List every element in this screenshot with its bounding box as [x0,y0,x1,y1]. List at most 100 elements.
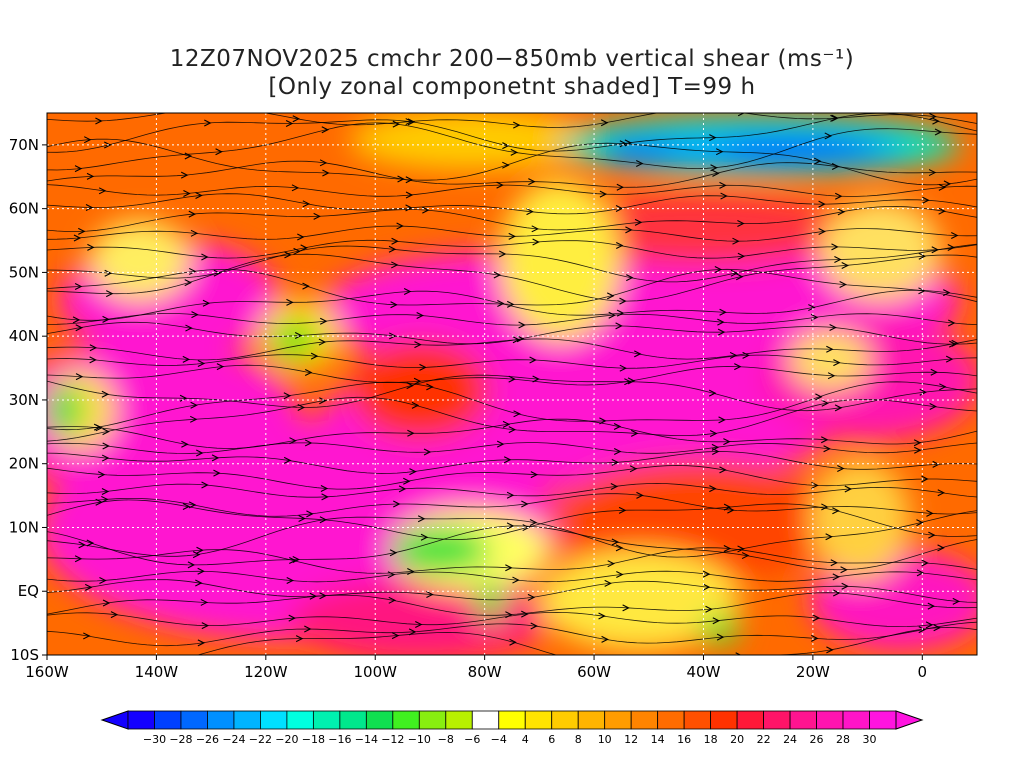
colorbar-label: −6 [464,733,480,746]
streamline-arrow [598,612,606,620]
streamline-arrow [187,561,196,569]
streamline-arrow [201,622,210,630]
streamline-arrow [102,428,110,436]
streamline-arrow [319,317,328,325]
streamline-arrow [321,126,330,134]
streamline-arrow [388,245,397,253]
streamline-arrow [181,440,189,448]
streamline-arrow [715,148,724,156]
colorbar-label: 4 [522,733,529,746]
colorbar-label: 26 [810,733,824,746]
streamline-arrow [389,549,398,557]
streamline-arrow [932,117,940,125]
streamline-arrow [502,420,511,428]
colorbar-swatch [392,710,420,730]
streamline-arrow [529,519,538,526]
streamline-arrow [719,308,727,316]
streamline-arrow [84,583,93,591]
streamline-arrow [813,157,822,165]
streamline-arrow [195,191,203,199]
streamline [47,418,977,449]
streamline-arrow [398,485,407,493]
colorbar-swatch [418,710,447,730]
streamline-arrow [737,113,745,117]
streamline-arrow [613,448,622,456]
streamline [47,138,977,186]
streamline-arrow [709,429,718,437]
streamline-arrow [732,237,740,245]
streamline-arrow [497,300,505,308]
colorbar-swatch [498,710,526,730]
streamline-arrow [723,544,732,552]
streamline-arrow [86,663,92,669]
streamline-arrow [624,139,633,147]
streamline-arrow [841,261,849,269]
streamline-arrow [304,439,313,447]
colorbar-label: −24 [222,733,245,746]
streamline [47,184,977,197]
lon-label: 140W [135,663,179,681]
streamline-arrow [818,228,826,235]
streamline-arrow [616,571,624,579]
streamline [47,243,977,283]
streamline-arrow [508,375,516,383]
streamline-arrow [832,589,841,597]
streamline-arrow [306,510,314,518]
streamline-arrow [840,566,848,574]
streamline-arrow [99,577,107,584]
streamline-arrow [922,196,930,204]
streamline-arrow [937,489,945,497]
streamline-arrow [85,203,94,211]
streamline-arrow [930,368,938,376]
streamline-arrow [527,593,536,601]
streamline-arrow [604,579,612,587]
streamline-arrow [624,378,632,386]
streamline-arrow [625,226,633,234]
streamline-arrow [927,602,936,610]
streamline-arrow [318,338,327,346]
streamline-arrow [951,232,959,240]
streamline-arrow [102,442,110,450]
streamline-arrow [509,638,517,646]
colorbar-swatch [710,710,738,730]
streamline-arrow [512,576,520,584]
streamline-arrow [841,582,849,590]
streamline-arrow [182,113,184,114]
streamline [47,465,977,490]
streamline-arrow [712,169,720,177]
streamline-arrow [530,471,539,479]
streamline-arrow [75,324,83,332]
streamline-arrow [508,232,516,240]
streamline-arrow [734,363,742,371]
streamline-arrow [918,252,927,260]
streamline-arrow [313,212,321,220]
streamline-arrow [184,279,192,287]
streamline-arrow [319,516,328,524]
streamline-arrow [610,662,616,668]
streamline-arrow [411,401,420,409]
streamline-arrow [498,250,507,258]
streamline [47,579,977,603]
streamline-arrow [72,316,81,324]
streamline-arrow [831,243,839,251]
colorbar-label: 20 [730,733,744,746]
streamline-arrow [943,180,952,188]
colorbar-swatch [180,710,208,730]
streamline-arrow [709,134,717,142]
streamline-arrow [87,243,95,251]
streamline-arrow [929,113,937,121]
streamline-arrow [101,454,110,462]
colorbar-label: 16 [677,733,691,746]
streamline-arrow [502,142,510,150]
streamline-arrow [529,356,537,364]
streamline-arrow [626,274,634,282]
streamline-arrow [716,633,725,641]
colorbar-max-arrow [895,710,924,730]
streamline-arrow [629,465,638,473]
lat-label: 10S [10,646,39,664]
streamline-arrow [320,484,329,492]
streamline-arrow [101,390,110,398]
streamline-arrow [188,501,197,509]
streamline-arrow [831,162,840,170]
streamline-arrow [933,624,941,632]
